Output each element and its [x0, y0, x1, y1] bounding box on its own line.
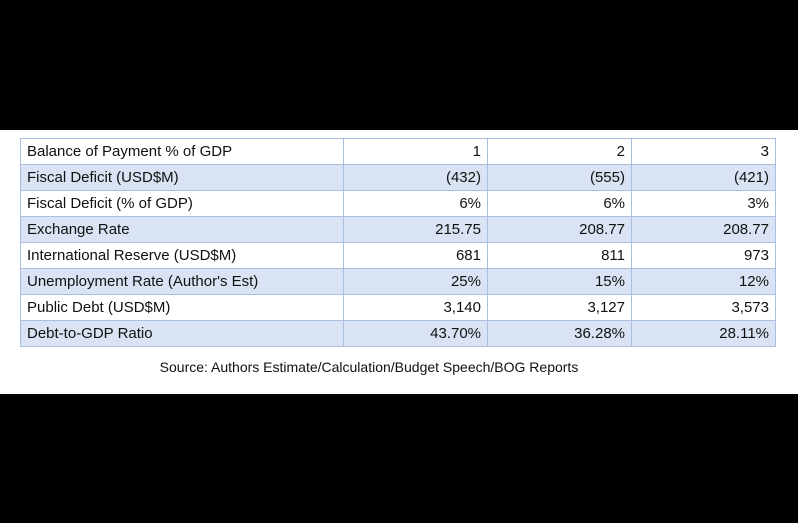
- cell-value: 1: [343, 138, 488, 165]
- cell-value: 36.28%: [487, 320, 632, 347]
- cell-value: 3%: [631, 190, 776, 217]
- cell-value: (555): [487, 164, 632, 191]
- cell-value: 215.75: [343, 216, 488, 243]
- table-row: International Reserve (USD$M) 681 811 97…: [20, 242, 776, 269]
- cell-value: (421): [631, 164, 776, 191]
- cell-value: 15%: [487, 268, 632, 295]
- source-note: Source: Authors Estimate/Calculation/Bud…: [159, 359, 579, 375]
- table-row: Balance of Payment % of GDP 1 2 3: [20, 138, 776, 165]
- cell-value: 3: [631, 138, 776, 165]
- cell-value: 3,140: [343, 294, 488, 321]
- cell-value: 12%: [631, 268, 776, 295]
- row-label: Unemployment Rate (Author's Est): [20, 268, 344, 295]
- row-label: Balance of Payment % of GDP: [20, 138, 344, 165]
- cell-value: 3,127: [487, 294, 632, 321]
- cell-value: 28.11%: [631, 320, 776, 347]
- cell-value: (432): [343, 164, 488, 191]
- cell-value: 973: [631, 242, 776, 269]
- row-label: Debt-to-GDP Ratio: [20, 320, 344, 347]
- cell-value: 811: [487, 242, 632, 269]
- row-label: International Reserve (USD$M): [20, 242, 344, 269]
- table-row: Unemployment Rate (Author's Est) 25% 15%…: [20, 268, 776, 295]
- table-row: Debt-to-GDP Ratio 43.70% 36.28% 28.11%: [20, 320, 776, 347]
- cell-value: 2: [487, 138, 632, 165]
- table-row: Fiscal Deficit (% of GDP) 6% 6% 3%: [20, 190, 776, 217]
- cell-value: 208.77: [487, 216, 632, 243]
- table-row: Public Debt (USD$M) 3,140 3,127 3,573: [20, 294, 776, 321]
- row-label: Exchange Rate: [20, 216, 344, 243]
- row-label: Fiscal Deficit (USD$M): [20, 164, 344, 191]
- cell-value: 43.70%: [343, 320, 488, 347]
- economic-indicators-table: Balance of Payment % of GDP 1 2 3 Fiscal…: [20, 138, 776, 347]
- cell-value: 3,573: [631, 294, 776, 321]
- row-label: Public Debt (USD$M): [20, 294, 344, 321]
- cell-value: 6%: [343, 190, 488, 217]
- cell-value: 208.77: [631, 216, 776, 243]
- row-label: Fiscal Deficit (% of GDP): [20, 190, 344, 217]
- cell-value: 681: [343, 242, 488, 269]
- table-row: Exchange Rate 215.75 208.77 208.77: [20, 216, 776, 243]
- table-row: Fiscal Deficit (USD$M) (432) (555) (421): [20, 164, 776, 191]
- cell-value: 6%: [487, 190, 632, 217]
- cell-value: 25%: [343, 268, 488, 295]
